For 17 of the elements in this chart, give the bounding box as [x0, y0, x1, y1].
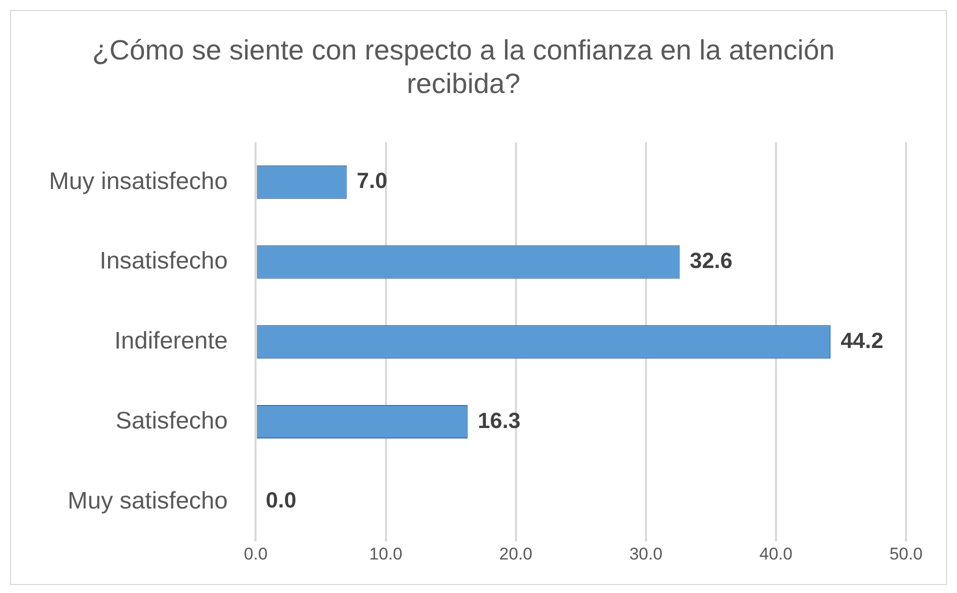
x-tick-label: 20.0: [499, 544, 532, 564]
y-tick-label: Muy insatisfecho: [48, 168, 228, 195]
x-tick-label: 40.0: [759, 544, 792, 564]
x-tick-label: 0.0: [244, 544, 268, 564]
data-label: 16.3: [478, 408, 521, 433]
data-label: 44.2: [840, 328, 884, 353]
x-tick-label: 50.0: [889, 544, 923, 564]
data-label: 7.0: [356, 168, 388, 194]
x-tick-label: 30.0: [629, 544, 662, 564]
x-tick-label: 10.0: [369, 544, 402, 564]
data-label: 32.6: [690, 248, 733, 274]
data-label: 0.0: [266, 488, 296, 513]
chart-title: ¿Cómo se siente con respecto a la confianza en la atención recibida?: [92, 34, 835, 100]
y-tick-label: Muy satisfecho: [68, 487, 228, 514]
y-tick-label: Insatisfecho: [100, 248, 228, 275]
y-tick-label: Indiferente: [114, 328, 228, 355]
y-tick-label: Satisfecho: [116, 407, 228, 434]
